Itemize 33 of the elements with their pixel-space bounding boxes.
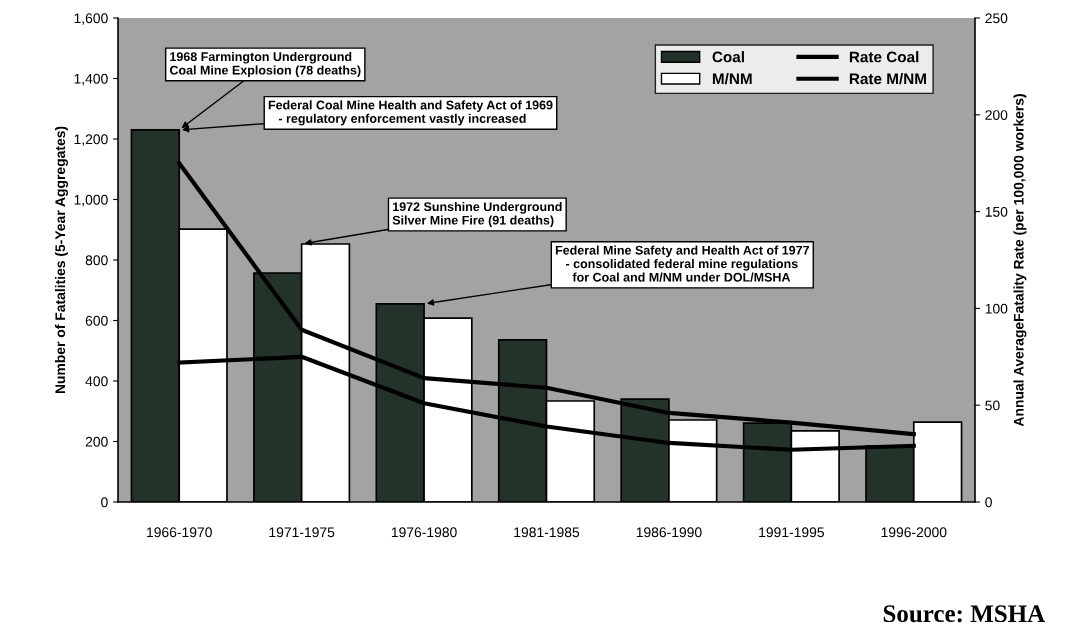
annotation: 1972 Sunshine Underground Silver Mine Fire (91 deaths): [392, 201, 562, 228]
x-tick-label: 1971-1975: [269, 527, 335, 538]
x-tick-label: 1986-1990: [636, 527, 702, 538]
annotation: Federal Coal Mine Health and Safety Act of 1969 - regulatory enforcement vastly increased: [268, 100, 553, 126]
legend-label: M/NM: [712, 72, 752, 85]
y2-tick-label: 100: [985, 303, 1008, 314]
y2-axis-title: Annual AverageFatality Rate (per 100,000 workers): [1013, 94, 1027, 427]
y2-tick-label: 50: [985, 400, 1000, 411]
y-tick-label: 200: [85, 436, 108, 447]
y-tick-label: 600: [85, 315, 108, 326]
x-tick-label: 1991-1995: [759, 527, 824, 538]
y-tick-label: 0: [101, 497, 108, 508]
y2-tick-label: 250: [985, 13, 1008, 24]
x-tick-label: 1996-2000: [881, 527, 947, 538]
x-tick-label: 1981-1985: [514, 527, 580, 538]
legend-label: Rate M/NM: [849, 72, 926, 85]
legend-label: Coal: [712, 51, 744, 63]
y-tick-label: 1,000: [74, 194, 108, 207]
y-tick-label: 1,600: [74, 13, 108, 25]
x-tick-label: 1966-1970: [147, 527, 212, 538]
x-tick-label: 1976-1980: [391, 527, 457, 538]
annotation: Federal Mine Safety and Health Act of 1977 - consolidated federal mine regulations for Coal and M/NM under DOL/MSHA: [555, 245, 809, 282]
y-tick-label: 1,400: [74, 73, 108, 86]
y-tick-label: 400: [85, 376, 108, 387]
annotation: 1968 Farmington Underground Coal Mine Explosion (78 deaths): [169, 51, 361, 78]
y2-tick-label: 0: [985, 497, 992, 508]
y-tick-label: 1,200: [74, 134, 108, 146]
source-note: Source: MSHA: [883, 605, 1046, 623]
y2-tick-label: 150: [985, 206, 1008, 217]
y-tick-label: 800: [85, 255, 108, 266]
y2-tick-label: 200: [985, 110, 1008, 120]
y-axis-title: Number of Fatalities (5-Year Aggregates): [54, 126, 68, 394]
legend-label: Rate Coal: [849, 51, 919, 63]
